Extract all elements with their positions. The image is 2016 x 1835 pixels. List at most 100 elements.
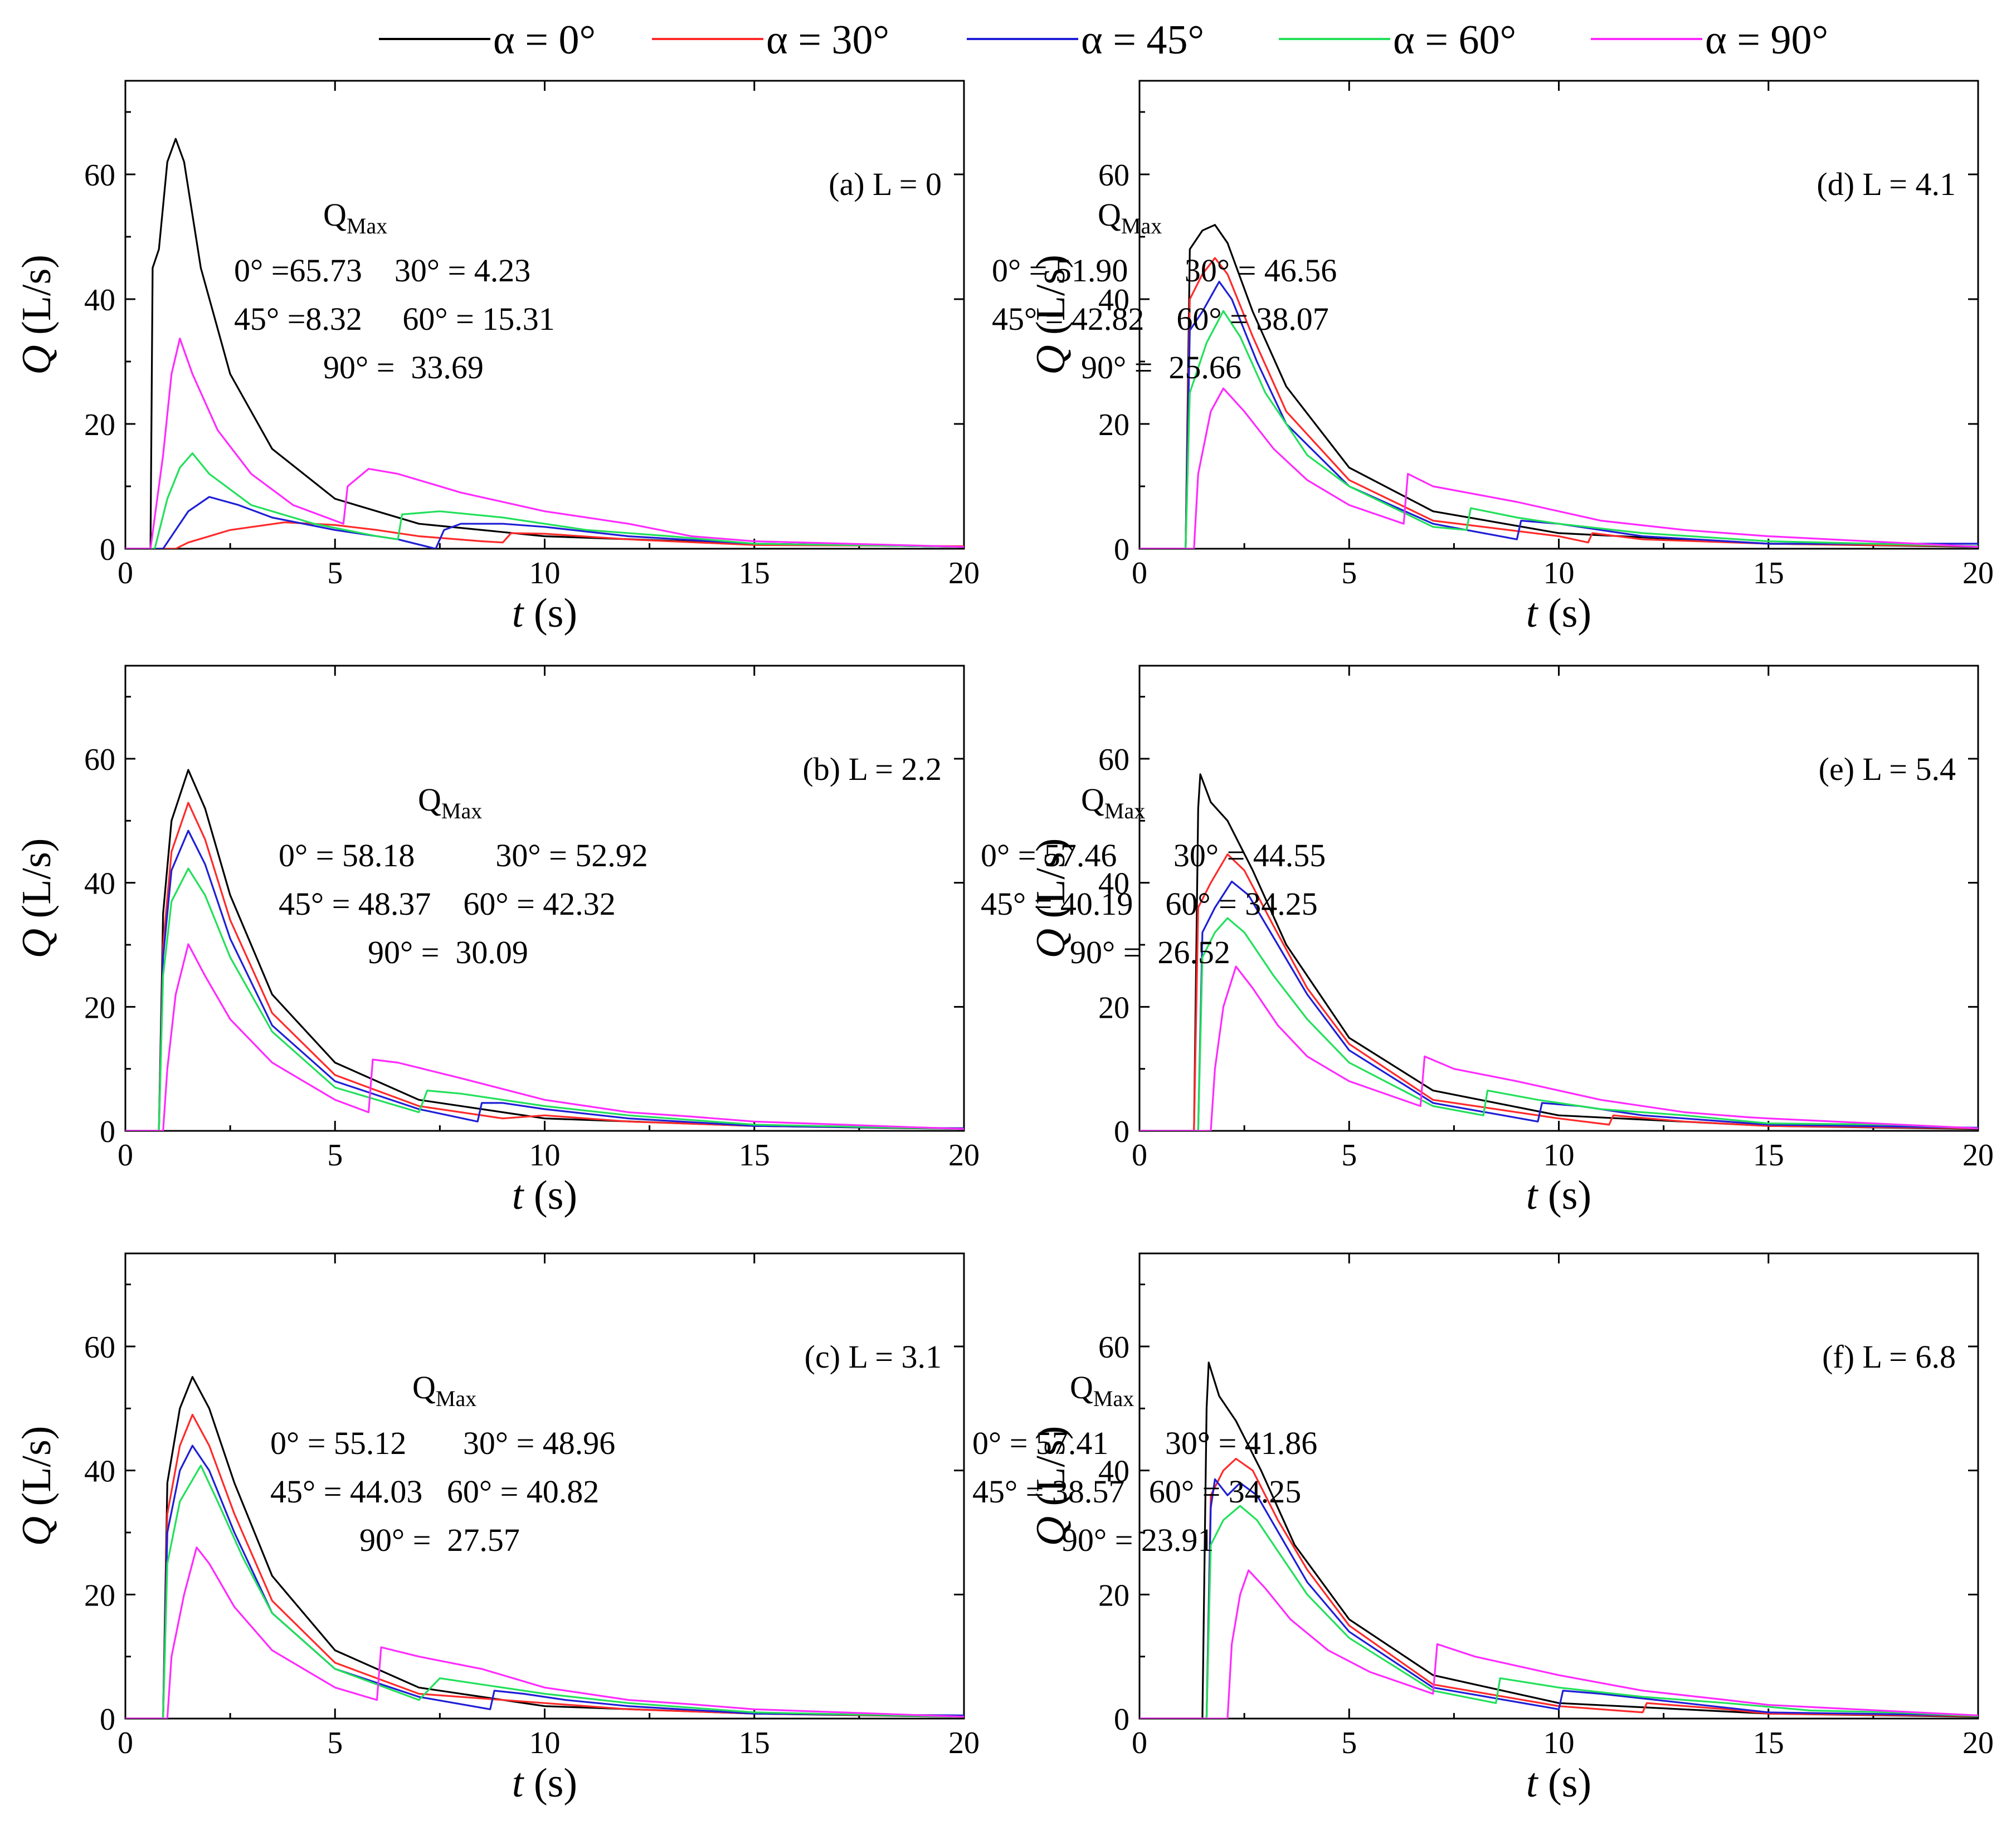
qmax-title-sub: Max (436, 1386, 476, 1411)
series-line-4 (1140, 1569, 1978, 1719)
series-line-0 (125, 138, 964, 549)
y-tick-label: 60 (84, 1330, 115, 1365)
qmax-line: 0° = 51.90 30° = 46.56 (992, 252, 1337, 289)
y-axis-label-unit: (L/s) (1028, 255, 1074, 345)
x-tick-label: 20 (1963, 1726, 1994, 1760)
y-tick-label: 20 (84, 408, 115, 442)
x-tick-label: 20 (948, 1726, 980, 1760)
qmax-title-sub: Max (347, 213, 387, 238)
y-tick-label: 0 (100, 1115, 115, 1149)
series-line-3 (125, 867, 964, 1131)
x-tick-label: 5 (327, 1726, 343, 1760)
series-line-2 (1140, 1478, 1978, 1719)
series-line-2 (125, 829, 964, 1131)
y-axis-label: Q (L/s) (1028, 1426, 1074, 1546)
series-line-1 (125, 521, 964, 549)
series-line-0 (1140, 224, 1978, 549)
x-tick-label: 10 (1543, 1138, 1575, 1173)
y-axis-label-var: Q (1028, 1516, 1074, 1546)
x-tick-label: 0 (1132, 1726, 1147, 1760)
series-group (125, 769, 964, 1131)
x-tick-label: 15 (1753, 1138, 1784, 1173)
series-group (125, 138, 964, 549)
qmax-title: QMax (412, 1369, 476, 1411)
y-tick-label: 20 (84, 990, 115, 1025)
y-tick-label: 20 (1098, 990, 1129, 1025)
x-tick-label: 15 (739, 1138, 770, 1173)
series-line-2 (1140, 281, 1978, 549)
x-tick-label: 10 (529, 1726, 561, 1760)
qmax-line: 90° = 33.69 (323, 349, 484, 385)
x-tick-label: 10 (529, 1138, 561, 1173)
qmax-title-main: Q (412, 1369, 436, 1405)
series-line-4 (125, 338, 964, 549)
x-axis-label-unit: (s) (1537, 1760, 1591, 1806)
series-line-0 (1140, 773, 1978, 1131)
series-line-4 (125, 943, 964, 1131)
qmax-title-main: Q (323, 197, 347, 233)
x-axis-label-var: t (512, 590, 525, 636)
y-tick-label: 60 (1098, 158, 1129, 193)
qmax-line: 45° = 38.57 60° = 34.25 (972, 1473, 1301, 1510)
qmax-title-sub: Max (1104, 798, 1145, 823)
panel-label: (b) L = 2.2 (802, 751, 942, 787)
legend-label-1: α = 30° (766, 17, 889, 63)
y-tick-label: 0 (1114, 533, 1129, 567)
qmax-line: 45° = 48.37 60° = 42.32 (279, 886, 616, 922)
x-tick-label: 5 (327, 1138, 343, 1173)
y-axis-label-unit: (L/s) (14, 1426, 60, 1516)
x-tick-label: 20 (1963, 1138, 1994, 1173)
series-group (1140, 1361, 1978, 1719)
x-axis-label-unit: (s) (523, 1173, 577, 1218)
y-tick-label: 60 (84, 743, 115, 777)
series-line-3 (1140, 917, 1978, 1131)
x-axis-label-var: t (1526, 590, 1539, 636)
x-tick-label: 5 (1341, 556, 1357, 590)
y-axis-label-var: Q (1028, 929, 1074, 958)
y-tick-label: 40 (1098, 867, 1129, 901)
y-tick-label: 60 (1098, 1330, 1129, 1365)
qmax-line: 45° = 44.03 60° = 40.82 (270, 1473, 599, 1510)
series-line-1 (1140, 257, 1978, 549)
x-tick-label: 10 (1543, 556, 1575, 590)
series-line-3 (1140, 1505, 1978, 1719)
y-tick-label: 0 (100, 533, 115, 567)
x-tick-label: 20 (948, 1138, 980, 1173)
y-axis-label-unit: (L/s) (14, 255, 60, 345)
x-tick-label: 10 (1543, 1726, 1575, 1760)
series-group (1140, 773, 1978, 1131)
panel-label: (d) L = 4.1 (1817, 166, 1956, 202)
qmax-line: 0° = 57.41 30° = 41.86 (972, 1425, 1317, 1461)
x-axis-label-var: t (1526, 1760, 1539, 1806)
y-axis-label-unit: (L/s) (1028, 1426, 1074, 1516)
y-axis-label-unit: (L/s) (1028, 838, 1074, 929)
y-tick-label: 20 (1098, 1578, 1129, 1613)
qmax-line: 90° = 23.91 (1061, 1522, 1214, 1558)
legend: α = 0° α = 30° α = 45° α = 60° α = 90° (379, 17, 1828, 63)
y-axis-label: Q (L/s) (14, 838, 60, 959)
series-line-3 (1140, 310, 1978, 549)
legend-label-0: α = 0° (493, 17, 596, 63)
x-tick-label: 5 (1341, 1138, 1357, 1173)
qmax-title-main: Q (418, 782, 441, 818)
x-tick-label: 5 (327, 556, 343, 590)
qmax-title-main: Q (1081, 782, 1104, 818)
qmax-line: 45° =8.32 60° = 15.31 (234, 301, 555, 337)
y-tick-label: 40 (84, 1455, 115, 1489)
x-tick-label: 15 (1753, 1726, 1784, 1760)
x-tick-label: 10 (529, 556, 561, 590)
x-axis-label-var: t (512, 1173, 525, 1218)
legend-label-2: α = 45° (1081, 17, 1204, 63)
legend-label-3: α = 60° (1393, 17, 1516, 63)
y-axis-label-var: Q (14, 345, 60, 374)
qmax-title-sub: Max (441, 798, 482, 823)
series-line-4 (1140, 965, 1978, 1131)
x-axis-label-unit: (s) (1537, 590, 1591, 636)
qmax-line: 45° = 40.19 60° = 34.25 (981, 886, 1318, 922)
x-tick-label: 5 (1341, 1726, 1357, 1760)
